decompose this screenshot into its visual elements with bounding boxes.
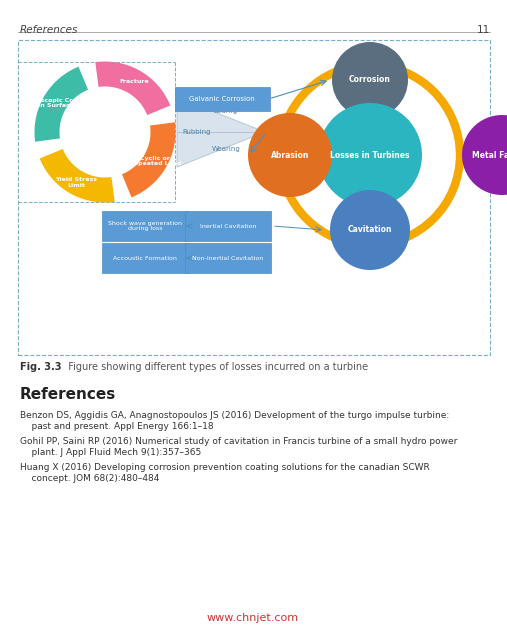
- Text: References: References: [20, 387, 116, 402]
- Text: Figure showing different types of losses incurred on a turbine: Figure showing different types of losses…: [62, 362, 368, 372]
- Text: Scuffig: Scuffig: [214, 107, 238, 114]
- Text: Corrosion: Corrosion: [349, 76, 391, 84]
- FancyBboxPatch shape: [102, 211, 188, 241]
- FancyBboxPatch shape: [174, 87, 270, 111]
- Text: Inertial Cavitation: Inertial Cavitation: [200, 224, 256, 229]
- Text: Cyclic or
Repeated Load: Cyclic or Repeated Load: [129, 156, 182, 166]
- FancyBboxPatch shape: [102, 243, 188, 273]
- Text: References: References: [20, 25, 79, 35]
- Text: past and present. Appl Energy 166:1–18: past and present. Appl Energy 166:1–18: [20, 422, 213, 431]
- Text: Non-inertial Cavitation: Non-inertial Cavitation: [192, 255, 264, 260]
- Text: 11: 11: [477, 25, 490, 35]
- Circle shape: [330, 190, 410, 270]
- Text: www.chnjet.com: www.chnjet.com: [207, 613, 299, 623]
- Text: Galvanic Corrosion: Galvanic Corrosion: [189, 96, 255, 102]
- FancyBboxPatch shape: [185, 211, 271, 241]
- Circle shape: [462, 115, 507, 195]
- Text: Fracture: Fracture: [119, 79, 149, 84]
- Text: Huang X (2016) Developing corrosion prevention coating solutions for the canadia: Huang X (2016) Developing corrosion prev…: [20, 463, 430, 472]
- Text: plant. J Appl Fluid Mech 9(1):357–365: plant. J Appl Fluid Mech 9(1):357–365: [20, 448, 201, 457]
- FancyBboxPatch shape: [185, 243, 271, 273]
- Text: Shock wave generation
during loss: Shock wave generation during loss: [108, 220, 182, 231]
- Text: Microscopic Cracks
on Surface: Microscopic Cracks on Surface: [21, 98, 88, 109]
- Text: Metal Fatigue: Metal Fatigue: [472, 150, 507, 159]
- Text: concept. JOM 68(2):480–484: concept. JOM 68(2):480–484: [20, 474, 159, 483]
- Text: Benzon DS, Aggidis GA, Anagnostopoulos JS (2016) Development of the turgo impuls: Benzon DS, Aggidis GA, Anagnostopoulos J…: [20, 411, 449, 420]
- Circle shape: [248, 113, 332, 197]
- Polygon shape: [177, 97, 265, 167]
- Text: Losses in Turbines: Losses in Turbines: [330, 150, 410, 159]
- Circle shape: [332, 42, 408, 118]
- Text: Wearing: Wearing: [211, 147, 240, 152]
- Circle shape: [318, 103, 422, 207]
- Text: Abrasion: Abrasion: [271, 150, 309, 159]
- Text: Accoustic Formation: Accoustic Formation: [113, 255, 177, 260]
- Text: Rubbing: Rubbing: [182, 129, 210, 135]
- Text: Gohil PP, Saini RP (2016) Numerical study of cavitation in Francis turbine of a : Gohil PP, Saini RP (2016) Numerical stud…: [20, 437, 457, 446]
- Text: Yield Stress
Limit: Yield Stress Limit: [55, 177, 97, 187]
- Text: Cavitation: Cavitation: [348, 225, 392, 234]
- Text: Fig. 3.3: Fig. 3.3: [20, 362, 61, 372]
